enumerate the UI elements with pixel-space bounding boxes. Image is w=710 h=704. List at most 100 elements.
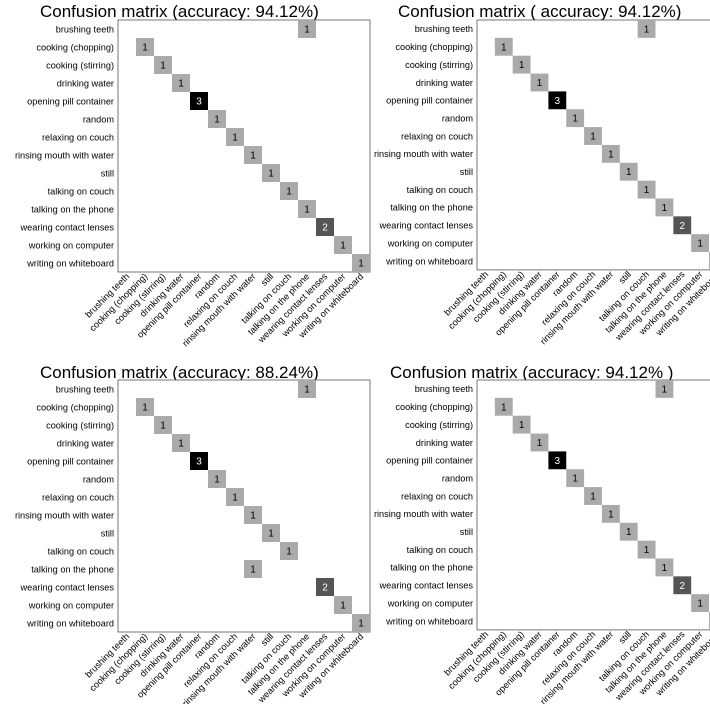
cell-wearing-contact-lenses-to-wearing-contact-lenses: [673, 576, 692, 595]
cell-brushing-teeth-to-talking-on-the-phone: [655, 380, 674, 398]
cell-still-to-still: [262, 524, 280, 542]
cell-value-label: 1: [662, 384, 668, 395]
cell-rinsing-mouth-with-water-to-rinsing-mouth-with-water: [601, 504, 620, 523]
cell-value-label: 1: [250, 151, 256, 162]
cell-value-label: 1: [358, 259, 364, 270]
cell-talking-on-couch-to-talking-on-couch: [280, 542, 298, 560]
cell-value-label: 1: [178, 79, 184, 90]
cell-value-label: 1: [590, 492, 596, 503]
cell-talking-on-the-phone-to-rinsing-mouth-with-water: [244, 560, 262, 578]
cell-talking-on-the-phone-to-talking-on-the-phone: [655, 198, 674, 217]
cell-still-to-still: [619, 522, 638, 541]
cell-value-label: 3: [196, 457, 202, 468]
confusion-matrix-panel-2: Confusion matrix ( accuracy: 94.12%) brus…: [374, 2, 710, 346]
row-label-rinsing-mouth-with-water: rinsing mouth with water: [15, 510, 114, 520]
row-label-working-on-computer: working on computer: [387, 238, 473, 248]
cell-value-label: 1: [590, 132, 596, 143]
cell-value-label: 1: [697, 599, 703, 610]
cell-brushing-teeth-to-talking-on-the-phone: [298, 20, 316, 38]
row-label-random: random: [83, 474, 114, 484]
chart-title: Confusion matrix (accuracy: 94.12%): [40, 2, 319, 21]
cell-value-label: 1: [662, 563, 668, 574]
row-label-talking-on-couch: talking on couch: [48, 186, 114, 196]
cell-drinking-water-to-drinking-water: [530, 433, 549, 452]
cell-talking-on-couch-to-talking-on-couch: [637, 540, 656, 559]
row-label-relaxing-on-couch: relaxing on couch: [42, 132, 114, 142]
cell-value-label: 1: [697, 239, 703, 250]
confusion-matrix-panel-1: Confusion matrix (accuracy: 94.12%) brush…: [15, 2, 371, 348]
cell-talking-on-couch-to-talking-on-couch: [637, 180, 656, 199]
cell-relaxing-on-couch-to-relaxing-on-couch: [226, 128, 244, 146]
cell-value-label: 1: [160, 61, 166, 72]
cell-cooking-chopping-to-cooking-chopping: [494, 37, 513, 56]
cell-working-on-computer-to-working-on-computer: [334, 596, 352, 614]
row-label-random: random: [442, 473, 473, 483]
cell-writing-on-whiteboard-to-writing-on-whiteboard: [352, 254, 370, 272]
cell-cooking-stirring-to-cooking-stirring: [512, 415, 531, 434]
row-label-opening-pill-container: opening pill container: [27, 456, 114, 466]
row-label-drinking-water: drinking water: [416, 438, 473, 448]
chart-title: Confusion matrix (accuracy: 94.12% ): [390, 363, 673, 382]
cell-value-label: 2: [322, 223, 328, 234]
cell-talking-on-the-phone-to-talking-on-the-phone: [655, 558, 674, 577]
cell-cooking-chopping-to-cooking-chopping: [136, 38, 154, 56]
cell-value-label: 1: [232, 133, 238, 144]
cell-still-to-still: [619, 162, 638, 181]
row-label-still: still: [101, 528, 114, 538]
cell-value-label: 1: [501, 42, 507, 53]
row-label-talking-on-the-phone: talking on the phone: [390, 203, 473, 213]
row-label-brushing-teeth: brushing teeth: [415, 24, 473, 34]
cell-value-label: 1: [304, 25, 310, 36]
cell-value-label: 1: [286, 547, 292, 558]
row-label-talking-on-couch: talking on couch: [407, 545, 473, 555]
row-label-still: still: [460, 527, 473, 537]
cell-value-label: 3: [555, 96, 561, 107]
cell-value-label: 1: [304, 385, 310, 396]
cell-value-label: 1: [608, 509, 614, 520]
row-label-wearing-contact-lenses: wearing contact lenses: [379, 581, 474, 591]
cell-value-label: 1: [142, 43, 148, 54]
cell-brushing-teeth-to-talking-on-the-phone: [298, 380, 316, 398]
row-label-drinking-water: drinking water: [416, 78, 473, 88]
cell-wearing-contact-lenses-to-wearing-contact-lenses: [316, 578, 334, 596]
cell-still-to-still: [262, 164, 280, 182]
row-label-writing-on-whiteboard: writing on whiteboard: [385, 256, 473, 266]
cell-random-to-random: [566, 469, 585, 488]
row-label-talking-on-the-phone: talking on the phone: [390, 563, 473, 573]
cell-value-label: 1: [537, 438, 543, 449]
cell-brushing-teeth-to-talking-on-couch: [637, 20, 656, 38]
cell-random-to-random: [208, 110, 226, 128]
cell-cooking-stirring-to-cooking-stirring: [512, 55, 531, 74]
row-label-cooking-stirring: cooking (stirring): [46, 420, 114, 430]
cell-value-label: 1: [572, 114, 578, 125]
cell-relaxing-on-couch-to-relaxing-on-couch: [584, 127, 602, 145]
cell-value-label: 1: [537, 78, 543, 89]
row-label-cooking-stirring: cooking (stirring): [405, 60, 473, 70]
cell-rinsing-mouth-with-water-to-rinsing-mouth-with-water: [244, 506, 262, 524]
row-label-brushing-teeth: brushing teeth: [56, 384, 114, 394]
cell-value-label: 2: [322, 583, 328, 594]
row-label-opening-pill-container: opening pill container: [386, 456, 473, 466]
chart-title: Confusion matrix ( accuracy: 94.12%): [398, 2, 681, 21]
row-label-still: still: [101, 168, 114, 178]
cell-opening-pill-container-to-opening-pill-container: [190, 92, 208, 110]
cell-opening-pill-container-to-opening-pill-container: [190, 452, 208, 470]
cell-cooking-chopping-to-cooking-chopping: [494, 397, 513, 416]
row-label-rinsing-mouth-with-water: rinsing mouth with water: [374, 149, 473, 159]
cell-value-label: 2: [679, 221, 685, 232]
row-label-brushing-teeth: brushing teeth: [56, 24, 114, 34]
row-label-writing-on-whiteboard: writing on whiteboard: [385, 616, 473, 626]
row-label-cooking-chopping: cooking (chopping): [395, 402, 473, 412]
cell-value-label: 1: [519, 60, 525, 71]
row-label-cooking-chopping: cooking (chopping): [36, 42, 114, 52]
row-label-cooking-stirring: cooking (stirring): [46, 60, 114, 70]
row-label-talking-on-couch: talking on couch: [407, 185, 473, 195]
row-label-cooking-chopping: cooking (chopping): [395, 42, 473, 52]
row-label-talking-on-couch: talking on couch: [48, 546, 114, 556]
cell-random-to-random: [566, 109, 585, 128]
cell-value-label: 1: [160, 421, 166, 432]
cell-value-label: 1: [519, 420, 525, 431]
cell-talking-on-the-phone-to-talking-on-the-phone: [298, 200, 316, 218]
row-label-working-on-computer: working on computer: [387, 598, 473, 608]
